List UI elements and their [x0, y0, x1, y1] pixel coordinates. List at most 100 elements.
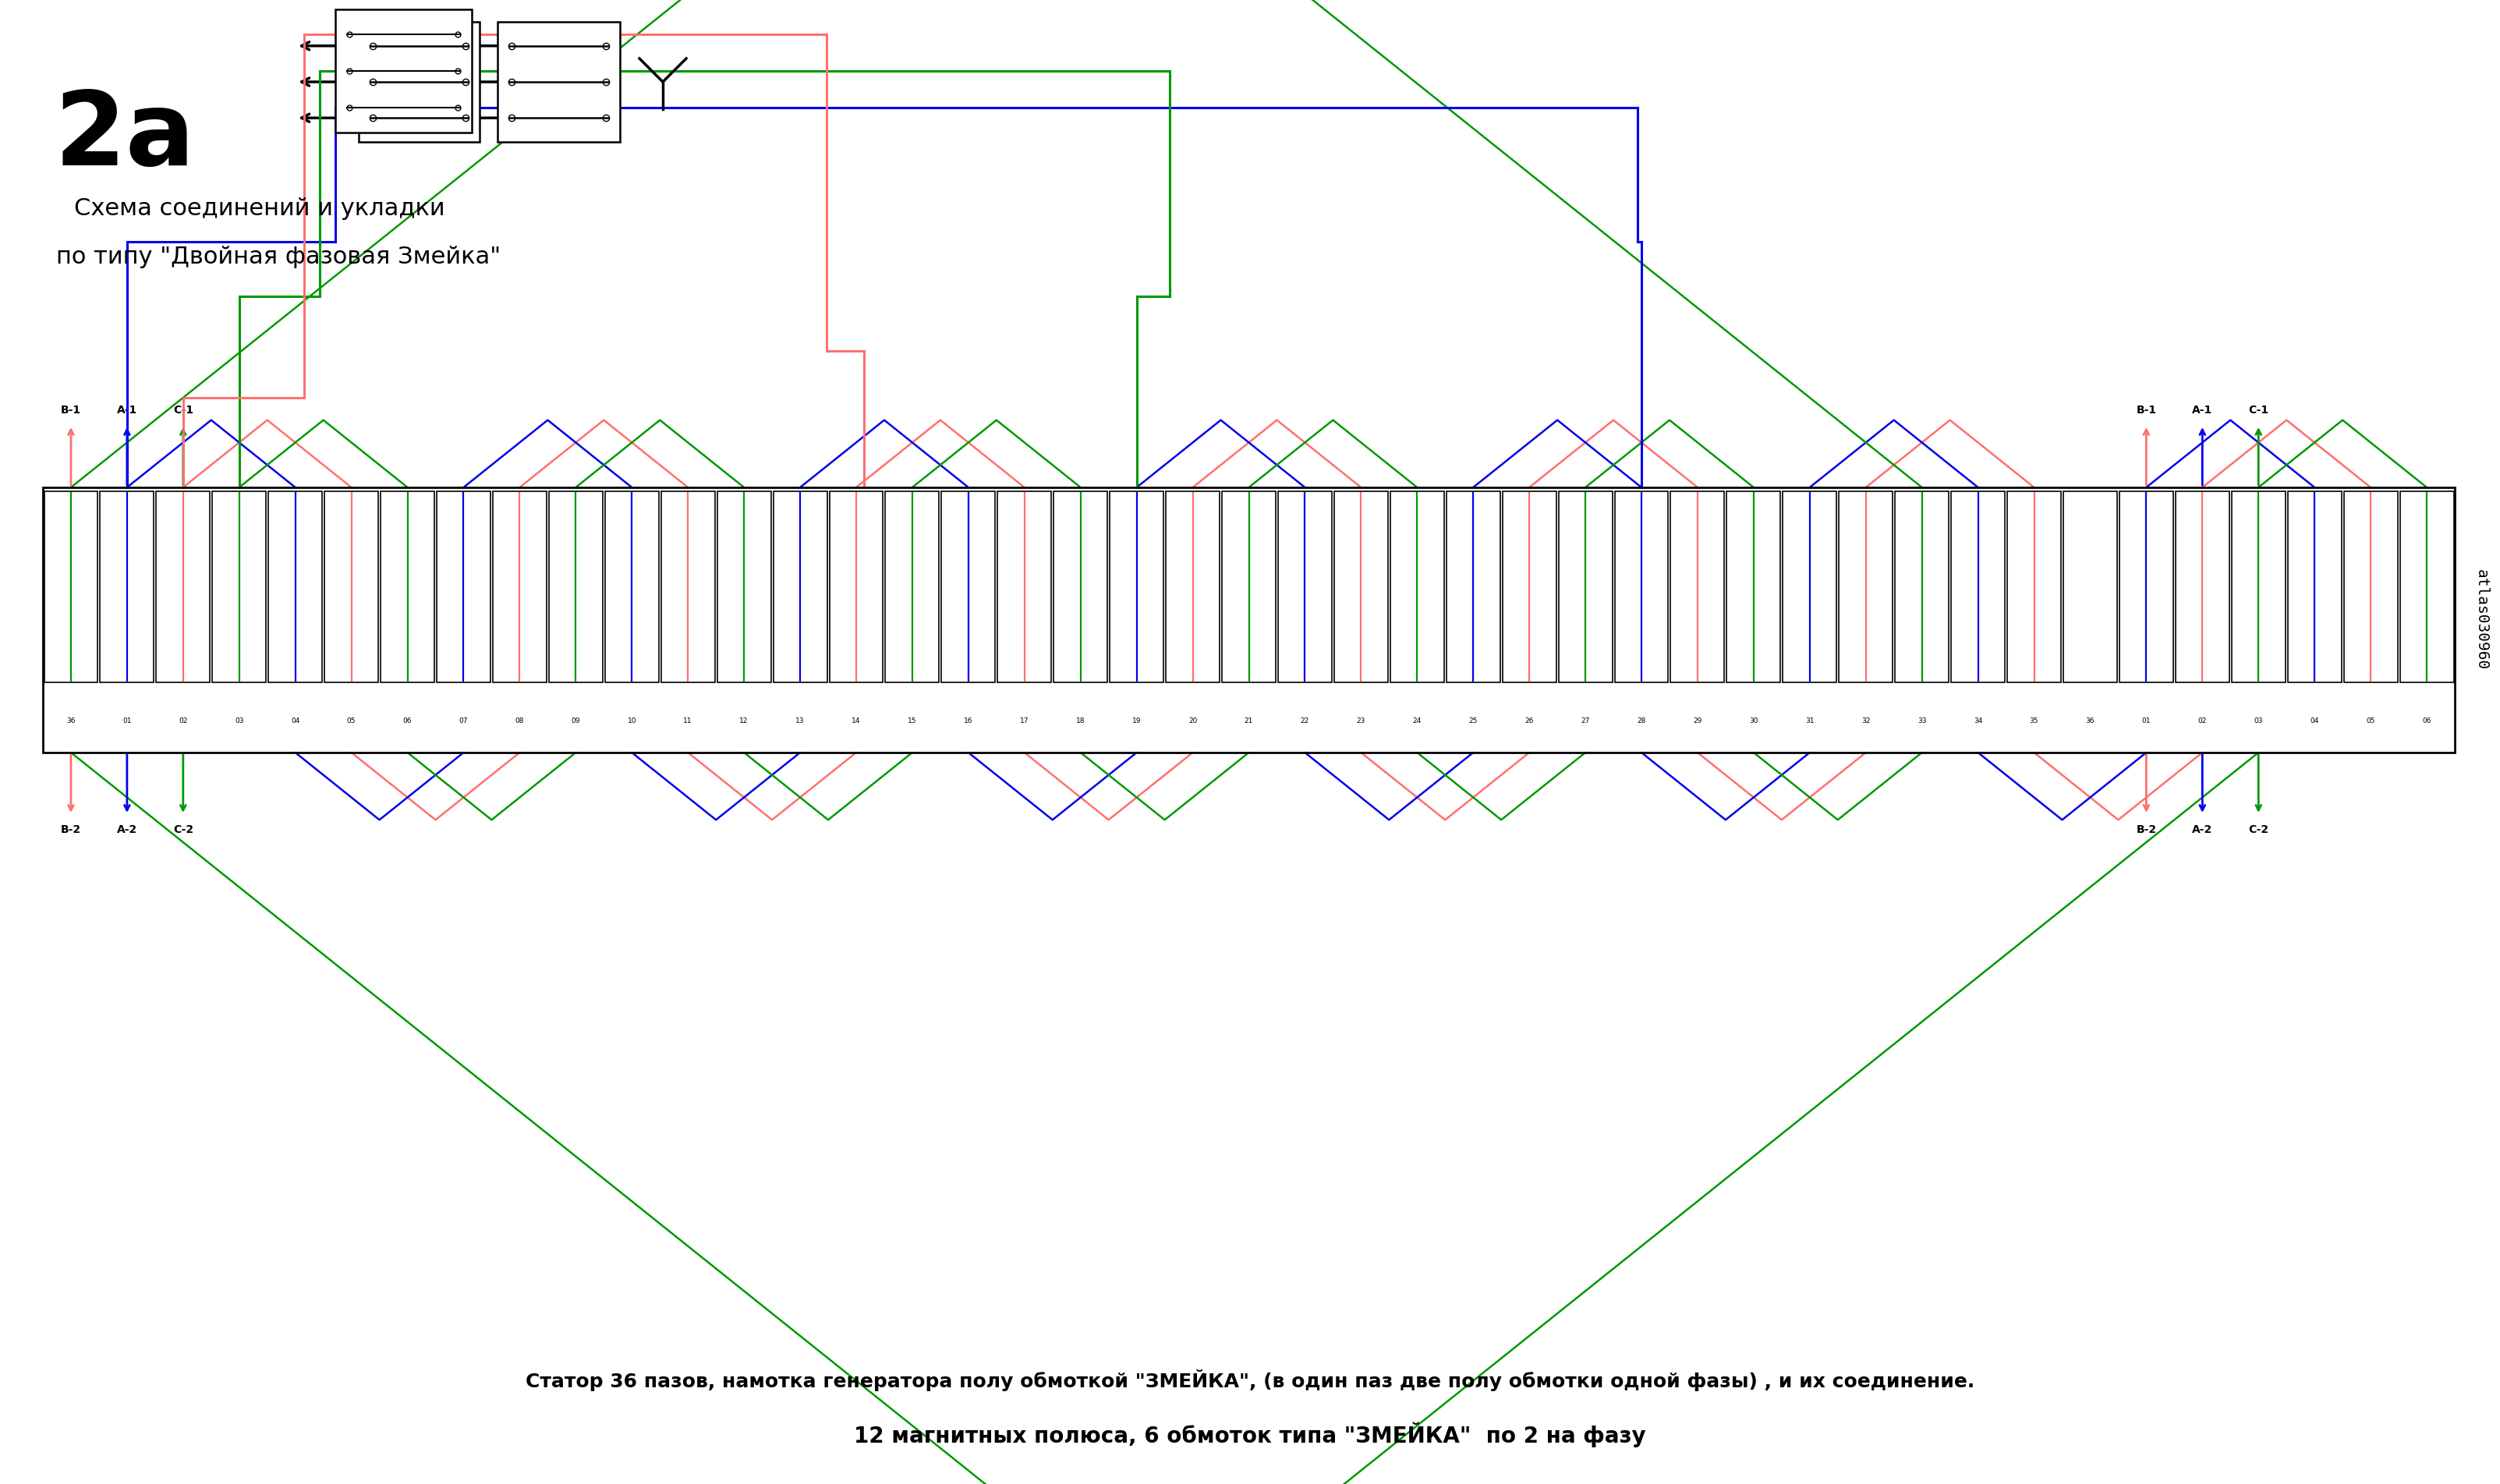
Text: B-2: B-2 [2135, 824, 2157, 835]
Text: 24: 24 [1412, 717, 1422, 724]
Text: A-1: A-1 [2192, 405, 2212, 416]
Bar [1950, 491, 2005, 683]
Text: B-1: B-1 [2135, 405, 2157, 416]
Text: 35: 35 [2030, 717, 2037, 724]
Bar [1278, 491, 1332, 683]
Bar [885, 491, 940, 683]
Text: 10: 10 [628, 717, 637, 724]
Text: 2a: 2a [55, 88, 195, 186]
Bar [325, 491, 377, 683]
Text: Δ: Δ [502, 64, 532, 101]
Bar [1727, 491, 1780, 683]
Bar [155, 491, 210, 683]
Text: 04: 04 [2310, 717, 2320, 724]
Bar [2008, 491, 2060, 683]
Text: 30: 30 [1750, 717, 1757, 724]
Text: B-1: B-1 [60, 405, 80, 416]
Bar [1615, 491, 1668, 683]
Text: 01: 01 [122, 717, 132, 724]
Text: 19: 19 [1132, 717, 1140, 724]
Text: 11: 11 [682, 717, 692, 724]
Bar [2288, 491, 2342, 683]
Text: 36: 36 [2085, 717, 2095, 724]
Bar [550, 491, 602, 683]
Bar [437, 491, 490, 683]
Bar [942, 491, 995, 683]
Text: 16: 16 [965, 717, 972, 724]
Text: 13: 13 [795, 717, 805, 724]
Text: по типу "Двойная фазовая Змейка": по типу "Двойная фазовая Змейка" [55, 246, 500, 269]
Bar [335, 9, 472, 132]
Text: 12: 12 [740, 717, 748, 724]
Bar [997, 491, 1052, 683]
Bar [267, 491, 322, 683]
Bar [1502, 491, 1555, 683]
Bar [1557, 491, 1612, 683]
Bar [1390, 491, 1445, 683]
Text: 02: 02 [177, 717, 187, 724]
Text: 06: 06 [2422, 717, 2430, 724]
Bar [357, 22, 480, 142]
Text: C-1: C-1 [2248, 405, 2268, 416]
Text: 36: 36 [68, 717, 75, 724]
Text: 21: 21 [1245, 717, 1252, 724]
Text: 25: 25 [1470, 717, 1477, 724]
Text: Статор 36 пазов, намотка генератора полу обмоткой "ЗМЕЙКА", (в один паз две полу: Статор 36 пазов, намотка генератора полу… [525, 1370, 1975, 1391]
Text: 33: 33 [1917, 717, 1927, 724]
Text: C-1: C-1 [172, 405, 192, 416]
Bar [100, 491, 155, 683]
Text: 08: 08 [515, 717, 525, 724]
Bar [1895, 491, 1950, 683]
Bar [380, 491, 435, 683]
Bar [2345, 491, 2397, 683]
Text: 02: 02 [2198, 717, 2208, 724]
Text: 31: 31 [1805, 717, 1815, 724]
Text: 05: 05 [348, 717, 355, 724]
Text: 18: 18 [1075, 717, 1085, 724]
Text: Схема соединений и укладки: Схема соединений и укладки [75, 197, 445, 220]
Text: 23: 23 [1358, 717, 1365, 724]
Bar [1222, 491, 1275, 683]
Text: 28: 28 [1638, 717, 1645, 724]
Text: C-2: C-2 [2248, 824, 2268, 835]
Text: 20: 20 [1187, 717, 1198, 724]
Bar [1840, 491, 1892, 683]
Text: 29: 29 [1692, 717, 1702, 724]
Text: 15: 15 [908, 717, 918, 724]
Bar [2175, 491, 2230, 683]
Bar [2232, 491, 2285, 683]
Bar [1782, 491, 1837, 683]
Text: A-1: A-1 [117, 405, 137, 416]
Bar [1447, 491, 1500, 683]
Text: 22: 22 [1300, 717, 1310, 724]
Text: 17: 17 [1020, 717, 1030, 724]
Bar [45, 491, 98, 683]
Text: 06: 06 [402, 717, 412, 724]
Bar [492, 491, 547, 683]
Bar [1165, 491, 1220, 683]
Bar [605, 491, 658, 683]
Text: 26: 26 [1525, 717, 1532, 724]
Text: 14: 14 [852, 717, 860, 724]
Text: 05: 05 [2365, 717, 2375, 724]
Text: 12 магнитных полюса, 6 обмоток типа "ЗМЕЙКА"  по 2 на фазу: 12 магнитных полюса, 6 обмоток типа "ЗМЕ… [855, 1422, 1645, 1447]
Text: 07: 07 [460, 717, 468, 724]
Text: atlas030960: atlas030960 [2475, 570, 2488, 671]
Text: 27: 27 [1580, 717, 1590, 724]
Bar [772, 491, 828, 683]
Bar [2062, 491, 2118, 683]
Text: 03: 03 [235, 717, 242, 724]
Text: 09: 09 [572, 717, 580, 724]
Bar [1052, 491, 1108, 683]
Text: 04: 04 [290, 717, 300, 724]
Bar [1670, 491, 1725, 683]
Text: C-2: C-2 [172, 824, 192, 835]
Text: B-2: B-2 [60, 824, 80, 835]
Bar [213, 491, 265, 683]
Bar [42, 487, 2455, 752]
Text: 03: 03 [2255, 717, 2262, 724]
Text: A-2: A-2 [2192, 824, 2212, 835]
Bar [2120, 491, 2172, 683]
Bar [717, 491, 770, 683]
Bar [1110, 491, 1162, 683]
